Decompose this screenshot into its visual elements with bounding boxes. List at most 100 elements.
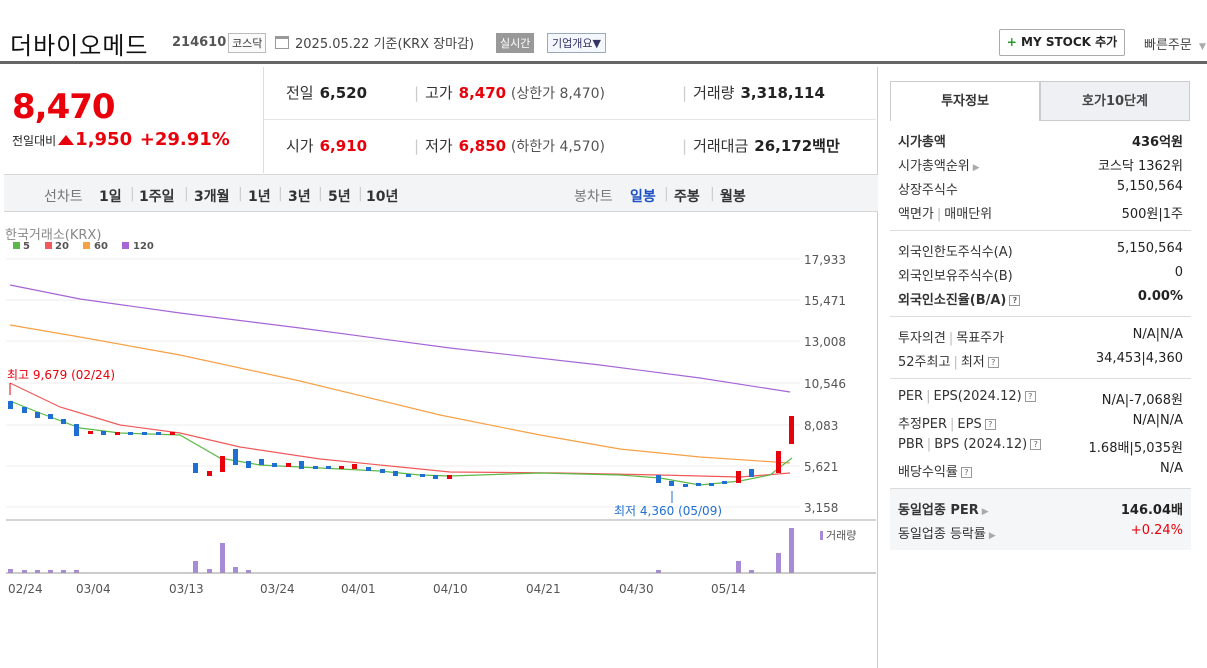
row-value: N/A — [1160, 461, 1183, 476]
period-3y[interactable]: 3년 — [288, 189, 311, 205]
y-tick: 10,546 — [804, 377, 846, 391]
row-label-text: 목표주가 — [956, 331, 1005, 346]
row-label: 추정PER | EPS? — [898, 413, 996, 432]
volume-bar — [776, 553, 781, 573]
stat-high-label: 고가 — [425, 84, 453, 102]
row-label-text: 투자의견 — [898, 331, 946, 346]
stats-row-divider — [264, 67, 876, 120]
stat-open-value: 6,910 — [319, 137, 368, 155]
candle — [709, 483, 714, 486]
candle — [272, 463, 277, 467]
candle — [259, 459, 264, 465]
period-1w[interactable]: 1주일 — [139, 189, 175, 205]
grid — [6, 258, 800, 508]
x-tick: 03/24 — [260, 582, 295, 596]
row-label-text: EPS(2024.12) — [933, 389, 1022, 404]
row-industry-change[interactable]: 동일업종 등락률 ▶ +0.24% — [898, 519, 1183, 543]
row-value: 코스닥 1362위 — [1097, 159, 1183, 174]
chart-source: 한국거래소(KRX) — [5, 228, 101, 243]
row-per: PER | EPS(2024.12)? N/A|-7,068원 — [898, 385, 1183, 409]
row-label: 상장주식수 — [898, 183, 958, 198]
row-value: 5,150,564 — [1116, 179, 1183, 194]
divider: | — [1141, 351, 1146, 366]
tab-invest-info[interactable]: 투자정보 — [890, 81, 1040, 121]
candle — [115, 432, 120, 435]
help-icon[interactable]: ? — [1009, 295, 1021, 306]
section-industry: 동일업종 PER ▶ 146.04배 동일업종 등락률 ▶ +0.24% — [890, 489, 1191, 550]
help-icon[interactable]: ? — [1024, 391, 1036, 402]
period-monthly[interactable]: 월봉 — [720, 189, 746, 205]
row-value-text: N/A — [1160, 413, 1183, 428]
row-value-text: 500원 — [1121, 207, 1159, 222]
row-label: 52주최고 | 최저? — [898, 351, 999, 370]
help-icon[interactable]: ? — [987, 357, 999, 368]
row-label: 액면가 | 매매단위 — [898, 203, 992, 222]
period-1d[interactable]: 1일 — [99, 189, 122, 205]
row-industry-per[interactable]: 동일업종 PER ▶ 146.04배 — [898, 495, 1183, 519]
change-label: 전일대비 — [12, 134, 57, 148]
row-label: 외국인소진율(B/A)? — [898, 289, 1021, 308]
y-tick: 8,083 — [804, 419, 838, 433]
help-icon[interactable]: ? — [984, 419, 996, 430]
x-tick: 04/30 — [619, 582, 654, 596]
row-label-text: EPS — [957, 417, 982, 432]
row-par-value: 액면가 | 매매단위 500원|1주 — [898, 199, 1183, 223]
y-tick: 17,933 — [804, 253, 846, 267]
section-market-cap: 시가총액 436억원 시가총액순위 ▶ 코스닥 1362위 상장주식수 5,150,56… — [890, 121, 1191, 231]
volume-bar — [61, 570, 66, 573]
company-overview-dropdown[interactable]: 기업개요▼ — [547, 33, 606, 53]
period-daily[interactable]: 일봉 — [630, 189, 656, 205]
stat-amount-value: 26,172 — [754, 137, 813, 155]
stock-chart[interactable]: 한국거래소(KRX) 5 20 60 120 17,933 15,471 13,… — [0, 213, 876, 668]
chevron-right-icon: ▶ — [972, 163, 980, 173]
change-value: 1,950 — [75, 129, 133, 150]
row-value-text: N/A — [1160, 327, 1183, 342]
volume-bar — [749, 570, 754, 573]
stat-prev-label: 전일 — [286, 84, 314, 102]
candles — [8, 401, 794, 487]
row-label: 동일업종 등락률 ▶ — [898, 523, 996, 542]
volume-bar — [48, 570, 53, 573]
period-10y[interactable]: 10년 — [366, 189, 399, 205]
row-label: 외국인보유주식수(B) — [898, 269, 1013, 284]
chevron-down-icon: ▼ — [1198, 42, 1206, 52]
candle — [393, 471, 398, 476]
period-1y[interactable]: 1년 — [248, 189, 271, 205]
plus-icon: + — [1006, 35, 1017, 49]
y-axis: 17,933 15,471 13,008 10,546 8,083 5,621 … — [804, 253, 846, 515]
period-5y[interactable]: 5년 — [328, 189, 351, 205]
help-icon[interactable]: ? — [1030, 439, 1042, 450]
volume-bar — [656, 570, 661, 573]
fast-order-button[interactable]: 빠른주문 ▼ — [1144, 34, 1206, 53]
candle — [683, 484, 688, 487]
row-cap-rank[interactable]: 시가총액순위 ▶ 코스닥 1362위 — [898, 151, 1183, 175]
volume-bar — [246, 570, 251, 573]
candle — [406, 474, 411, 477]
row-foreign-limit: 외국인한도주식수(A) 5,150,564 — [898, 237, 1183, 261]
row-label-text: 액면가 — [898, 207, 934, 222]
row-label: 외국인한도주식수(A) — [898, 245, 1013, 260]
current-price: 8,470 — [12, 87, 116, 127]
help-icon[interactable]: ? — [960, 467, 972, 478]
add-my-stock-button[interactable]: + MY STOCK 추가 — [999, 29, 1125, 56]
y-tick: 13,008 — [804, 335, 846, 349]
row-foreign-held: 외국인보유주식수(B) 0 — [898, 261, 1183, 285]
row-value: 34,453|4,360 — [1096, 351, 1183, 366]
row-value-text: N/A — [1132, 327, 1156, 342]
tab-orderbook[interactable]: 호가10단계 — [1040, 81, 1190, 121]
row-value: +0.24% — [1130, 523, 1183, 538]
row-label-text: 시가총액순위 — [898, 159, 970, 174]
row-value-text: N/A — [1101, 393, 1125, 408]
period-weekly[interactable]: 주봉 — [674, 189, 700, 205]
ma60-swatch — [83, 242, 90, 249]
price-stats: 전일 6,520 | 고가 8,470 (상한가 8,470) | 거래량 3,318,1… — [264, 67, 876, 173]
row-label-text: BPS (2024.12) — [934, 437, 1028, 452]
date-info: 2025.05.22 기준(KRX 장마감) — [295, 37, 475, 52]
period-3m[interactable]: 3개월 — [194, 189, 230, 205]
divider: | — [948, 331, 954, 346]
fast-order-label: 빠른주문 — [1144, 38, 1192, 53]
y-tick: 5,621 — [804, 460, 838, 474]
divider: | — [414, 84, 420, 102]
realtime-button[interactable]: 실시간 — [496, 33, 535, 53]
row-foreign-ratio: 외국인소진율(B/A)? 0.00% — [898, 285, 1183, 309]
